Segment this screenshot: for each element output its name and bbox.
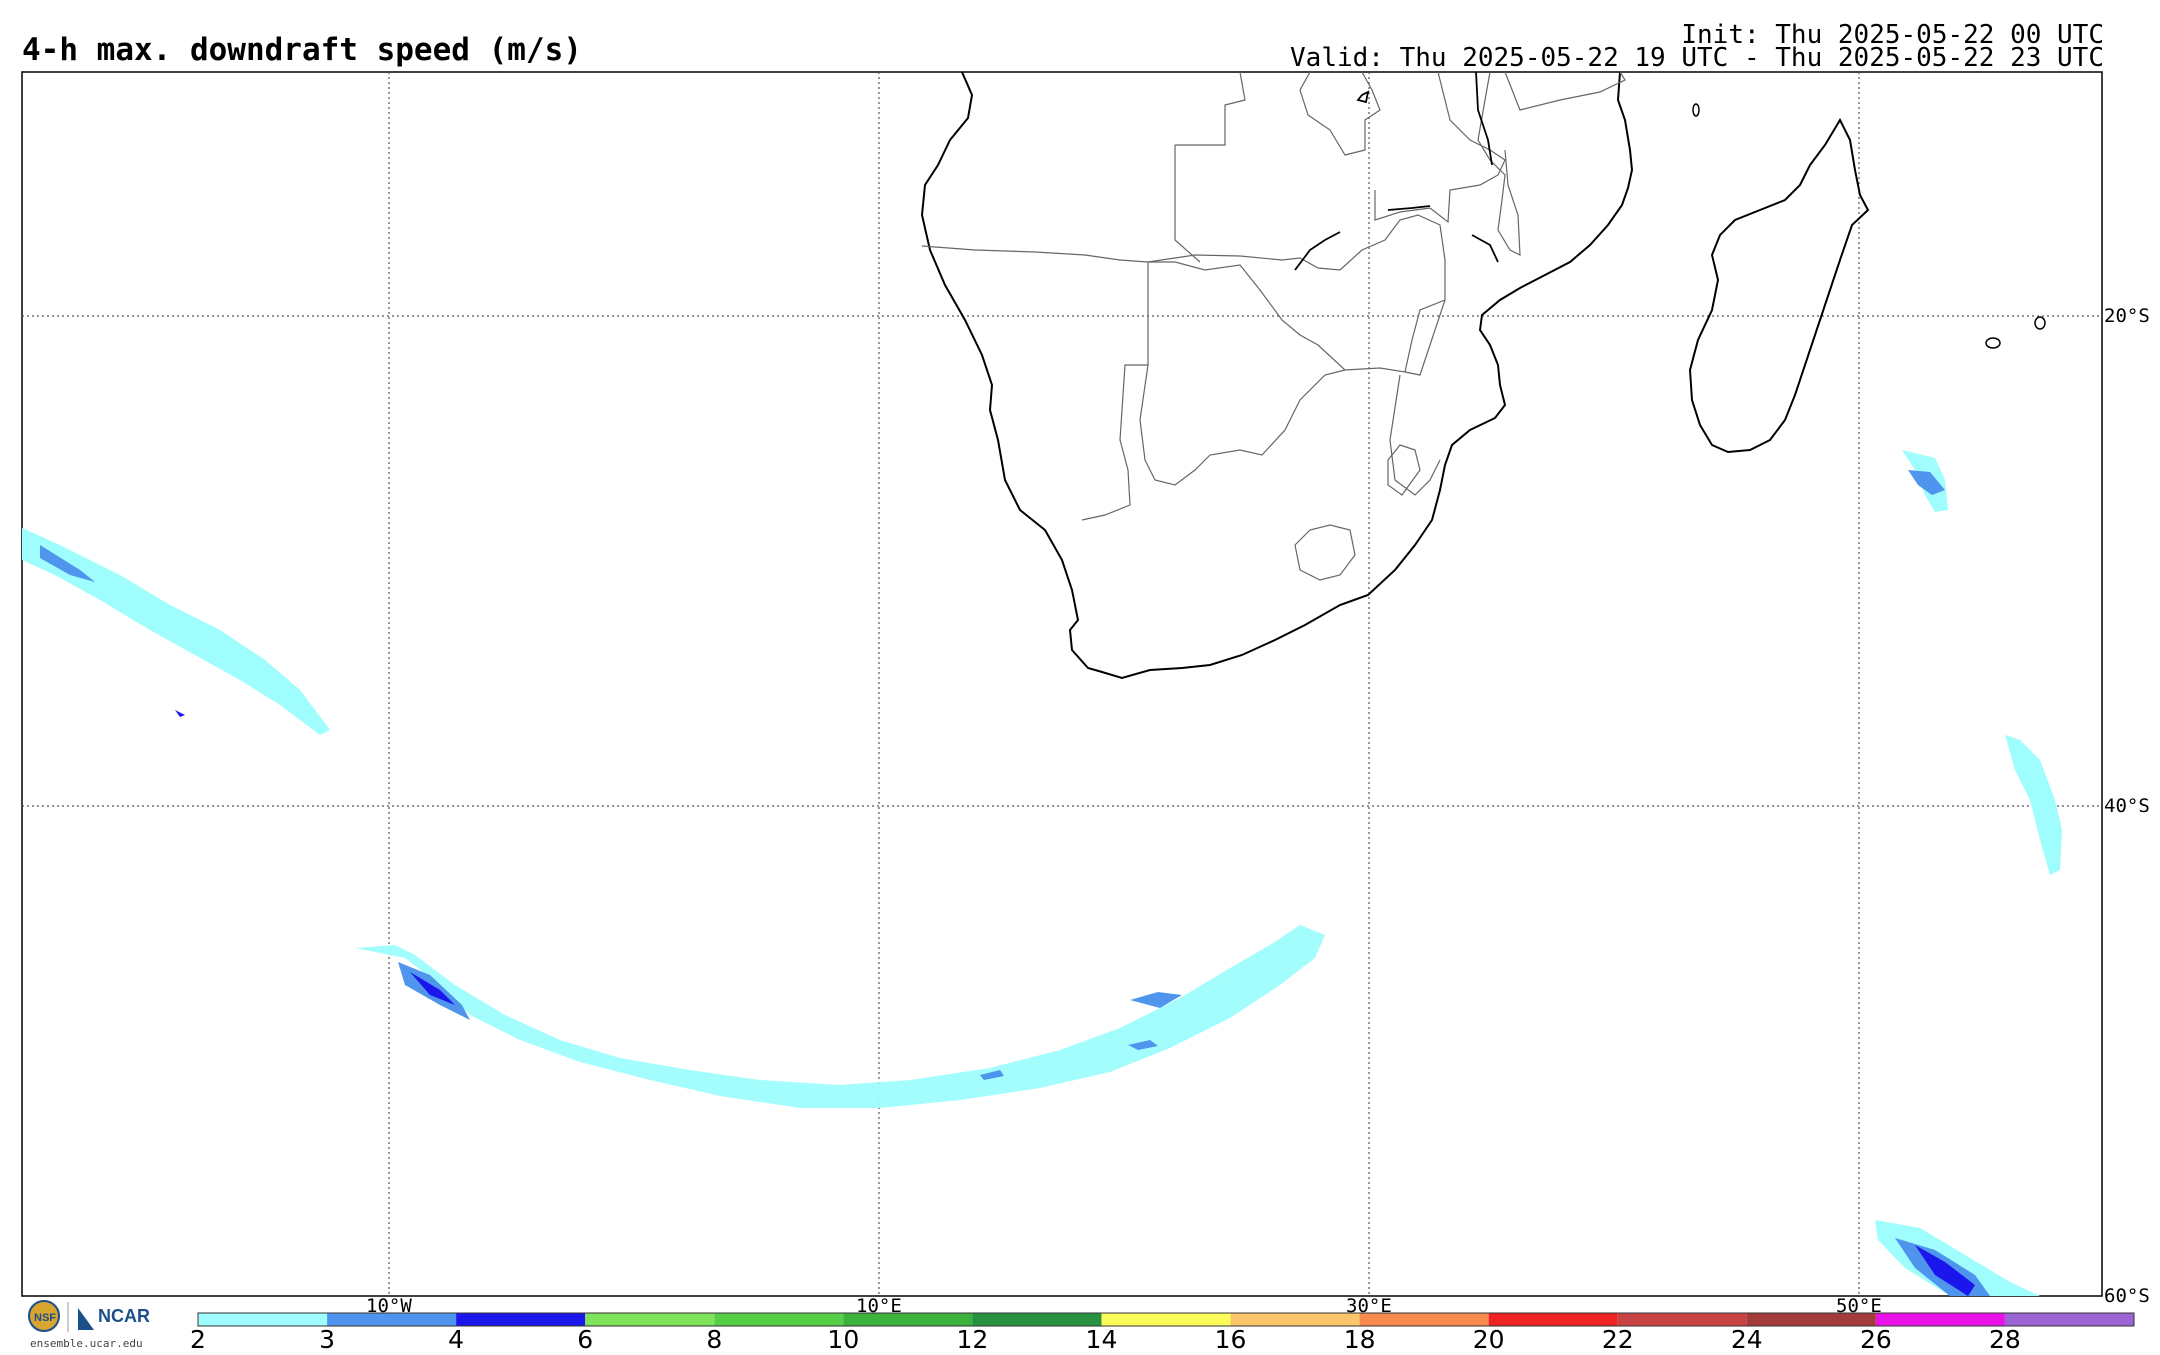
colorbar-swatch xyxy=(1875,1313,2005,1326)
colorbar-swatch xyxy=(1746,1313,1876,1326)
colorbar-tick-label: 24 xyxy=(1730,1325,1763,1354)
colorbar-swatch xyxy=(585,1313,715,1326)
ncar-logo-text: NCAR xyxy=(98,1306,150,1326)
svg-text:NSF: NSF xyxy=(34,1312,56,1324)
colorbar-tick-label: 6 xyxy=(577,1325,594,1354)
downdraft-arc-blue-east xyxy=(1130,992,1182,1008)
colorbar-tick-label: 4 xyxy=(448,1325,465,1354)
colorbar-tick-label: 8 xyxy=(706,1325,723,1354)
init-time: Init: Thu 2025-05-22 00 UTC xyxy=(1681,20,2104,50)
colorbar xyxy=(197,1312,2135,1327)
lon-label-10e: 10°E xyxy=(856,1295,902,1317)
colorbar-swatch xyxy=(1488,1313,1618,1326)
downdraft-east-blue xyxy=(1908,470,1945,495)
colorbar-swatch xyxy=(843,1313,973,1326)
lat-label-40s: 40°S xyxy=(2104,795,2150,817)
downdraft-east-streaks xyxy=(2005,735,2062,875)
colorbar-tick-label: 18 xyxy=(1343,1325,1376,1354)
downdraft-arc-dark-west xyxy=(410,972,455,1005)
colorbar-swatch xyxy=(714,1313,844,1326)
colorbar-tick-label: 16 xyxy=(1214,1325,1247,1354)
colorbar-tick-label: 28 xyxy=(1989,1325,2021,1354)
colorbar-frame xyxy=(197,1312,2135,1327)
graticule xyxy=(22,72,2102,1296)
downdraft-arc-band xyxy=(355,925,1325,1108)
colorbar-swatch xyxy=(1359,1313,1489,1326)
colorbar-swatch xyxy=(2004,1313,2134,1326)
colorbar-tick-label: 14 xyxy=(1085,1325,1118,1354)
colorbar-swatch xyxy=(1617,1313,1747,1326)
lat-label-20s: 20°S xyxy=(2104,305,2150,327)
reunion xyxy=(2034,316,2046,330)
mauritius xyxy=(1985,337,2001,349)
ncar-logo-mark xyxy=(78,1308,94,1330)
colorbar-tick-label: 10 xyxy=(827,1325,860,1354)
downdraft-se-dark xyxy=(1915,1245,1975,1296)
map-title: 4-h max. downdraft speed (m/s) xyxy=(22,32,582,68)
colorbar-tick-label: 26 xyxy=(1859,1325,1892,1354)
colorbar-swatch xyxy=(1230,1313,1360,1326)
lat-label-60s: 60°S xyxy=(2104,1285,2150,1307)
colorbar-swatch xyxy=(1101,1313,1231,1326)
lon-label-50e: 50°E xyxy=(1836,1295,1882,1317)
colorbar-tick-label: 22 xyxy=(1601,1325,1634,1354)
nsf-logo: NSF xyxy=(28,1300,94,1332)
comoros xyxy=(1692,103,1700,117)
lon-label-10w: 10°W xyxy=(366,1295,412,1317)
lakes xyxy=(1294,71,1499,271)
colorbar-swatch xyxy=(972,1313,1102,1326)
downdraft-arc-blue-east2 xyxy=(1128,1040,1158,1050)
valid-time: Valid: Thu 2025-05-22 19 UTC - Thu 2025-… xyxy=(1290,43,2104,73)
map-frame xyxy=(21,71,2103,1297)
downdraft-arc-blue-mid xyxy=(980,1070,1004,1080)
country-borders xyxy=(921,71,1626,581)
madagascar xyxy=(1688,117,1870,454)
downdraft-west-blue xyxy=(40,545,95,582)
colorbar-tick-label: 12 xyxy=(956,1325,989,1354)
colorbar-swatch xyxy=(456,1313,586,1326)
colorbar-tick-label: 2 xyxy=(190,1325,206,1354)
downdraft-se-blob xyxy=(1875,1220,2040,1296)
downdraft-west-dark xyxy=(175,710,185,717)
colorbar-tick-labels: 2 3 4 6 8 10 12 14 16 18 20 22 24 26 28 xyxy=(0,1325,2160,1355)
africa-coastline xyxy=(920,71,1634,680)
downdraft-field xyxy=(22,450,2062,1296)
colorbar-swatch xyxy=(198,1313,328,1326)
colorbar-swatch xyxy=(327,1313,457,1326)
colorbar-tick-label: 20 xyxy=(1472,1325,1505,1354)
footer-url: ensemble.ucar.edu xyxy=(30,1337,143,1350)
downdraft-west-streaks xyxy=(22,528,330,735)
colorbar-tick-label: 3 xyxy=(319,1325,336,1354)
lon-label-30e: 30°E xyxy=(1346,1295,1392,1317)
